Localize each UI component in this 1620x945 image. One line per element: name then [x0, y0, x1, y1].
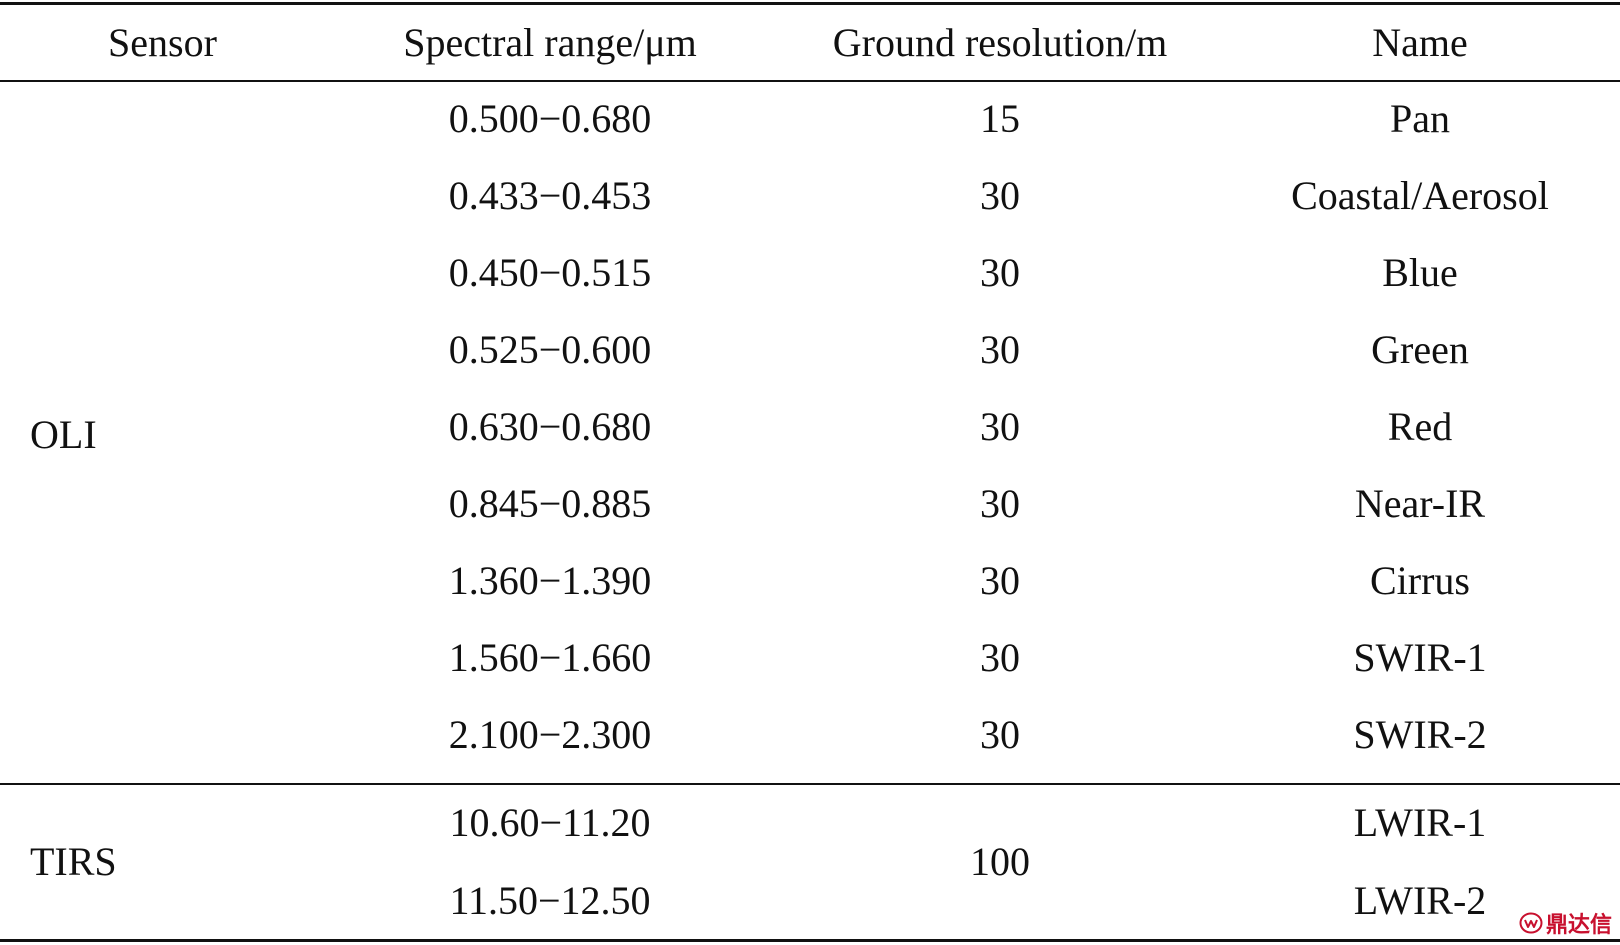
range-cell: 0.450−0.515	[448, 250, 652, 295]
band-name-cell: Near-IR	[1354, 481, 1486, 526]
range-cell: 1.560−1.660	[448, 635, 652, 680]
range-cell: 2.100−2.300	[448, 712, 652, 757]
sensor-oli: OLI	[30, 412, 97, 457]
band-name-cell: LWIR-1	[1353, 800, 1487, 845]
resolution-cell: 30	[980, 481, 1020, 526]
band-name-cell: SWIR-1	[1353, 635, 1487, 680]
resolution-cell: 30	[980, 250, 1020, 295]
band-name-cell: Blue	[1382, 250, 1458, 295]
range-cell: 0.433−0.453	[448, 173, 652, 218]
logo-icon	[1519, 912, 1543, 934]
resolution-cell: 30	[980, 635, 1020, 680]
band-name-cell: Pan	[1390, 96, 1450, 141]
range-cell: 1.360−1.390	[448, 558, 652, 603]
tirs-resolution-cell: 100	[970, 839, 1030, 884]
group-separator-rule	[0, 783, 1620, 785]
range-cell: 0.525−0.600	[448, 327, 652, 372]
resolution-cell: 30	[980, 404, 1020, 449]
range-cell: 0.500−0.680	[448, 96, 652, 141]
header-name: Name	[1372, 20, 1468, 65]
resolution-cell: 30	[980, 712, 1020, 757]
resolution-cell: 30	[980, 173, 1020, 218]
header-sensor: Sensor	[108, 20, 217, 65]
band-name-cell: LWIR-2	[1353, 878, 1487, 923]
header-spectral-range: Spectral range/μm	[403, 20, 697, 65]
band-name-cell: Red	[1387, 404, 1453, 449]
range-cell: 0.845−0.885	[448, 481, 652, 526]
header-rule	[0, 80, 1620, 82]
band-name-cell: Cirrus	[1370, 558, 1470, 603]
band-name-cell: Green	[1371, 327, 1469, 372]
range-cell: 10.60−11.20	[449, 800, 651, 845]
table-top-rule	[0, 2, 1620, 5]
range-cell: 11.50−12.50	[449, 878, 651, 923]
header-ground-resolution: Ground resolution/m	[832, 20, 1168, 65]
watermark: 鼎达信	[1519, 907, 1612, 939]
watermark-text: 鼎达信	[1545, 913, 1612, 938]
table-bottom-rule	[0, 939, 1620, 942]
resolution-cell: 30	[980, 558, 1020, 603]
range-cell: 0.630−0.680	[448, 404, 652, 449]
resolution-cell: 30	[980, 327, 1020, 372]
sensor-tirs: TIRS	[30, 839, 117, 884]
band-name-cell: SWIR-2	[1353, 712, 1487, 757]
band-name-cell: Coastal/Aerosol	[1291, 173, 1549, 218]
resolution-cell: 15	[980, 96, 1020, 141]
